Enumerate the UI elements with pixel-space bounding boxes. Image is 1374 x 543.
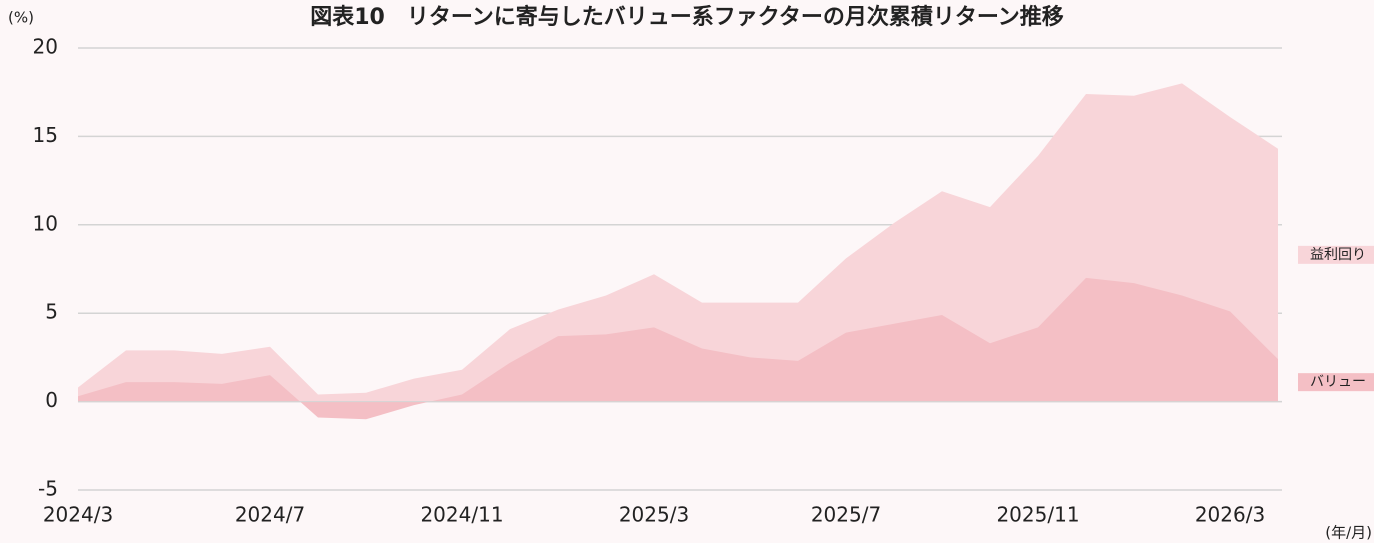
y-axis-label: (%) [8, 9, 34, 27]
area [78, 277, 1278, 420]
y-tick-label: 5 [45, 300, 58, 324]
y-tick-label: -5 [38, 477, 58, 501]
x-tick-label: 2024/7 [235, 503, 305, 527]
y-tick-label: 0 [45, 388, 58, 412]
x-tick-label: 2024/3 [43, 503, 113, 527]
legend-label: バリュー [1310, 374, 1366, 390]
area [78, 83, 1278, 402]
y-tick-label: 15 [33, 123, 58, 147]
x-axis-label: (年/月) [1325, 524, 1372, 542]
legend-swatch [1298, 373, 1374, 392]
x-tick-label: 2025/11 [996, 503, 1079, 527]
legend-label: 益利回り [1310, 247, 1366, 263]
y-tick-label: 20 [33, 35, 58, 59]
y-tick-label: 10 [33, 211, 58, 235]
legend-swatch [1298, 245, 1374, 264]
x-tick-label: 2025/7 [811, 503, 881, 527]
x-tick-label: 2026/3 [1195, 503, 1265, 527]
x-tick-label: 2024/11 [420, 503, 503, 527]
chart-title: 図表10 リターンに寄与したバリュー系ファクターの月次累積リターン推移 [310, 4, 1064, 30]
x-tick-label: 2025/3 [619, 503, 689, 527]
